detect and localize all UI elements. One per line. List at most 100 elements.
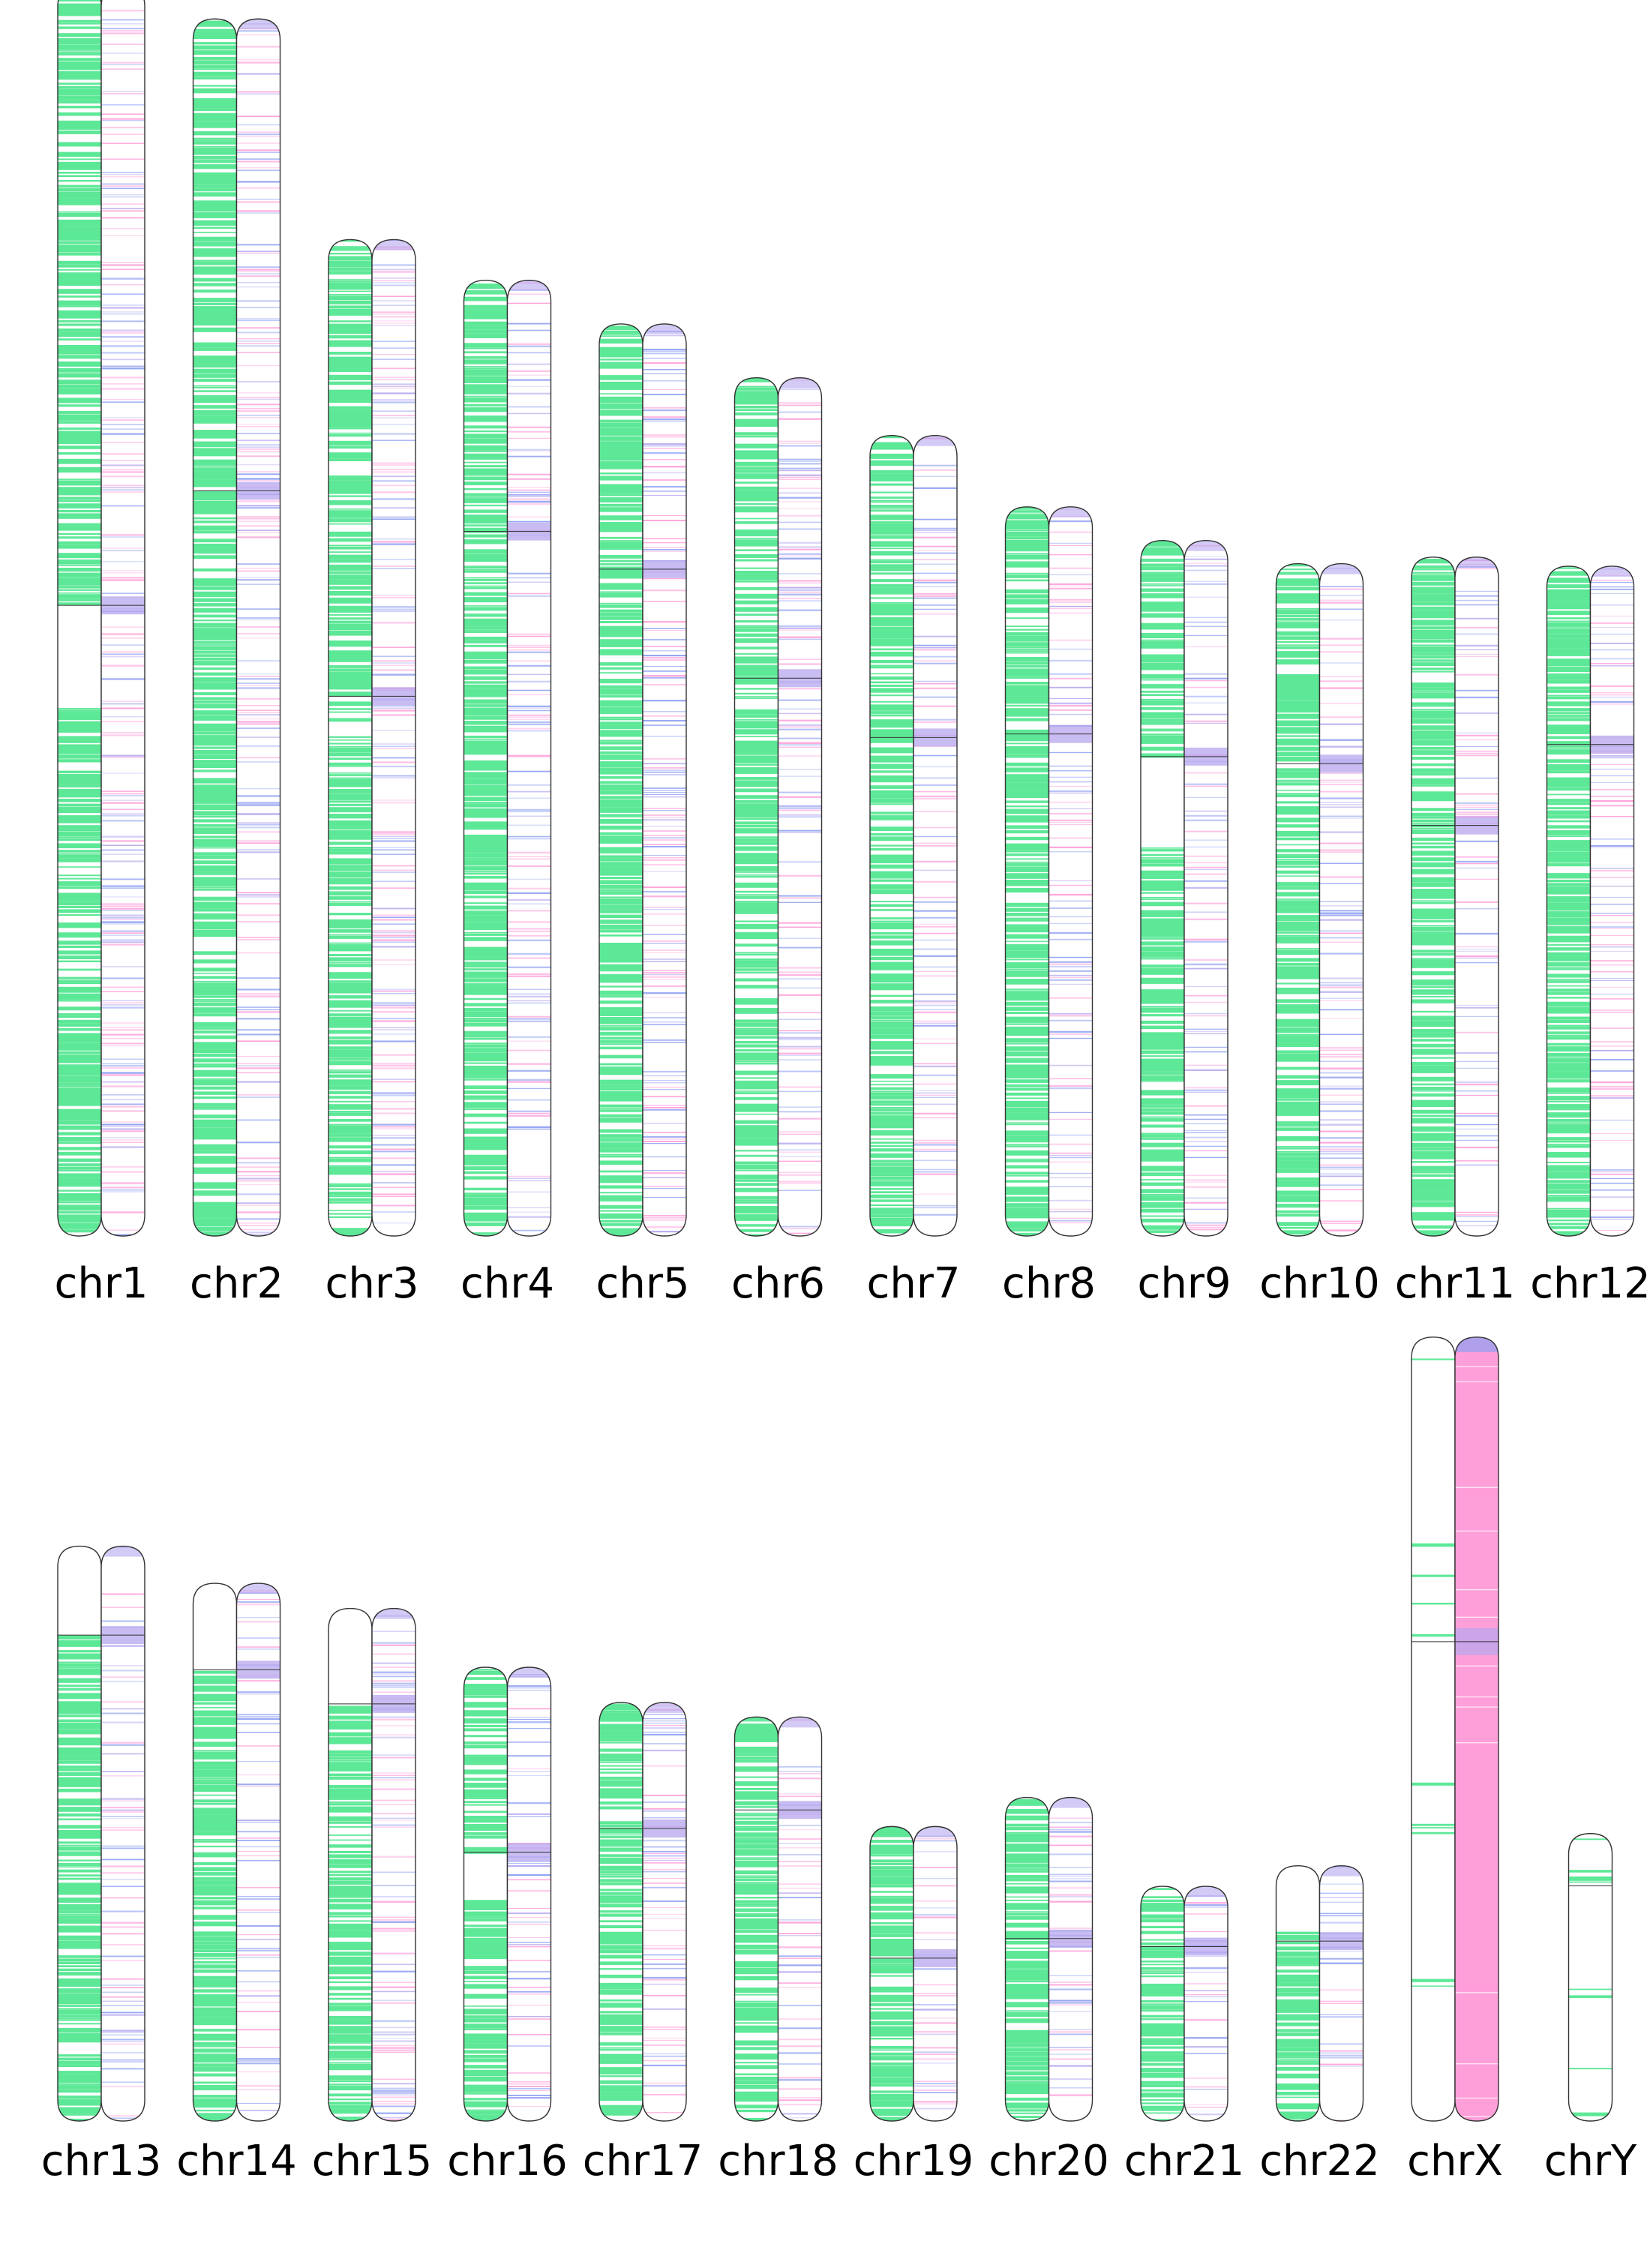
band-a xyxy=(870,803,914,806)
band-b xyxy=(1319,802,1364,803)
band-a xyxy=(1005,1012,1049,1014)
band-a xyxy=(328,476,372,478)
band-a xyxy=(58,807,101,811)
band-a xyxy=(599,898,643,902)
band-a xyxy=(1005,1145,1049,1148)
band-b xyxy=(643,407,686,409)
band-a xyxy=(870,968,914,970)
band-b xyxy=(372,660,416,662)
band-b xyxy=(101,592,145,594)
band-a xyxy=(1412,1204,1455,1208)
band-a xyxy=(58,95,101,99)
band-a xyxy=(1276,941,1320,944)
band-b xyxy=(101,1000,145,1001)
band-a xyxy=(1005,535,1049,537)
band-a xyxy=(58,932,101,937)
band-a xyxy=(1141,622,1184,626)
band-a xyxy=(1276,976,1320,978)
band-a xyxy=(870,457,914,459)
band-a xyxy=(58,241,101,244)
band-a xyxy=(1412,1065,1455,1068)
band-a xyxy=(328,381,372,386)
band-a xyxy=(58,290,101,294)
band-b xyxy=(778,816,822,818)
band-b xyxy=(778,440,822,442)
band-b xyxy=(236,525,280,527)
band-a xyxy=(1276,586,1320,590)
band-b xyxy=(1455,804,1498,806)
band-b xyxy=(236,266,280,268)
band-a xyxy=(58,1096,101,1098)
band-b xyxy=(643,542,686,544)
band-a xyxy=(734,736,778,737)
band-b xyxy=(1184,1069,1228,1071)
band-b xyxy=(236,268,280,271)
band-a xyxy=(1005,972,1049,974)
band-b xyxy=(507,478,551,480)
band-a xyxy=(1412,1148,1455,1150)
band-a xyxy=(464,793,508,796)
band-a xyxy=(464,1078,508,1081)
band-b xyxy=(507,1016,551,1018)
band-a xyxy=(328,345,372,347)
band-a xyxy=(193,217,237,218)
band-a xyxy=(734,602,778,604)
band-a xyxy=(58,124,101,128)
band-a xyxy=(193,466,237,468)
band-a xyxy=(193,436,237,439)
band-b xyxy=(372,376,416,378)
band-a xyxy=(870,874,914,878)
band-b xyxy=(236,397,280,399)
band-a xyxy=(599,855,643,859)
band-a xyxy=(1412,687,1455,691)
band-a xyxy=(1546,579,1591,582)
band-a xyxy=(734,640,778,644)
band-a xyxy=(870,592,914,595)
band-a xyxy=(1412,1035,1455,1038)
band-a xyxy=(870,560,914,564)
band-a xyxy=(58,1198,101,1202)
band-a xyxy=(58,404,101,407)
band-b xyxy=(1048,785,1093,788)
band-a xyxy=(734,597,778,599)
band-b xyxy=(101,939,145,941)
band-a xyxy=(328,858,372,862)
band-b xyxy=(101,930,145,932)
band-b xyxy=(236,903,280,904)
band-a xyxy=(193,1082,237,1085)
band-a xyxy=(58,200,101,203)
band-a xyxy=(58,231,101,233)
band-a xyxy=(328,888,372,890)
band-b xyxy=(101,896,145,898)
band-a xyxy=(1141,948,1184,952)
band-a xyxy=(193,629,237,632)
band-a xyxy=(599,758,643,760)
band-a xyxy=(734,518,778,520)
band-a xyxy=(1412,622,1455,626)
band-b xyxy=(101,104,145,106)
band-a xyxy=(193,677,237,680)
band-b xyxy=(1048,965,1093,968)
chromosome-label: chr3 xyxy=(326,1259,419,1308)
band-a xyxy=(328,340,372,343)
band-b xyxy=(643,657,686,658)
band-b xyxy=(1184,1012,1228,1015)
band-b xyxy=(236,448,280,451)
band-a xyxy=(870,887,914,890)
band-a xyxy=(1005,927,1049,930)
band-b xyxy=(643,1197,686,1198)
band-a xyxy=(58,46,101,49)
band-b xyxy=(1048,974,1093,976)
band-a xyxy=(58,776,101,778)
band-b xyxy=(101,399,145,400)
band-a xyxy=(58,260,101,265)
band-a xyxy=(1005,947,1049,950)
band-a xyxy=(193,1190,237,1193)
band-a xyxy=(1412,782,1455,784)
band-a xyxy=(464,813,508,816)
band-b xyxy=(236,300,280,302)
band-a xyxy=(328,394,372,398)
band-b xyxy=(643,763,686,765)
band-a xyxy=(1005,1004,1049,1006)
band-b xyxy=(507,975,551,977)
